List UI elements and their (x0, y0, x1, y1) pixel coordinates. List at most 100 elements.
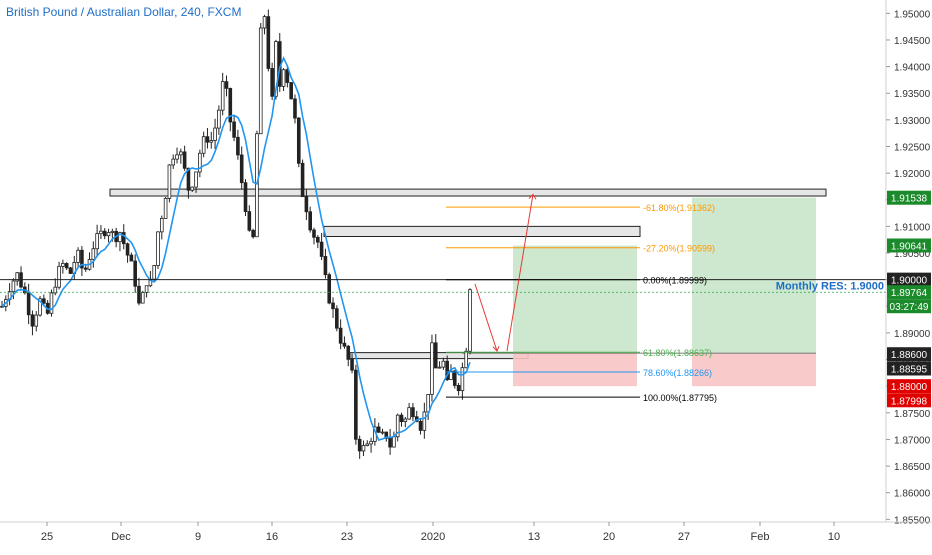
candle (319, 233, 324, 261)
price-tag: 1.90000 (887, 272, 931, 287)
candle-body-down (129, 254, 134, 262)
fib-label: 78.60%(1.88266) (643, 368, 712, 378)
candle (452, 369, 457, 389)
candle-body-up (201, 136, 206, 154)
candle (182, 145, 187, 171)
candle (433, 334, 438, 369)
candle-body-down (121, 232, 126, 245)
candle-body-down (42, 298, 46, 304)
candle (140, 290, 145, 304)
candle-body-down (338, 327, 343, 344)
candle-body-up (99, 230, 103, 235)
price-axis[interactable]: 1.95000 1.94500 1.94000 1.93500 1.93000 1.925… (885, 0, 931, 526)
candle-body-up (255, 133, 259, 238)
price-tag-box (887, 379, 931, 394)
candle (266, 9, 271, 72)
price-tag: 1.89764 (887, 285, 931, 300)
candle-body-down (239, 154, 244, 184)
price-tag: 1.88000 (887, 379, 931, 394)
y-tick-label: 1.86000 (894, 489, 931, 500)
candle-body-up (380, 431, 385, 434)
candle (106, 228, 111, 243)
x-tick-label: 23 (341, 531, 353, 543)
candle (376, 422, 381, 434)
candle-body-down (68, 267, 73, 274)
x-tick-label: 10 (828, 531, 840, 543)
candle (228, 87, 233, 132)
arrow-up-head (528, 193, 537, 200)
candle (209, 131, 214, 149)
candle-body-up (361, 445, 366, 452)
candle-body-down (64, 263, 69, 269)
candle (369, 437, 373, 453)
candle (388, 428, 392, 455)
candle (327, 272, 332, 305)
candle (395, 413, 400, 442)
price-tag-label: 1.88000 (891, 382, 928, 393)
time-axis[interactable]: 25 Dec 9 16 23 2020 13 20 27 Feb 10 (0, 521, 932, 543)
candle (160, 215, 164, 240)
fib-label: 100.00%(1.87795) (643, 393, 717, 403)
candle-body-up (258, 27, 263, 135)
y-tick-label: 1.93500 (894, 89, 931, 100)
candle (80, 246, 84, 277)
candle (304, 189, 309, 220)
y-tick-label: 1.93000 (894, 116, 931, 127)
candle-body-up (395, 414, 400, 438)
x-tick-label: 25 (41, 531, 53, 543)
candle-body-up (262, 16, 267, 29)
candle (186, 167, 191, 199)
candle (296, 117, 301, 168)
candle-body-up (198, 152, 202, 173)
arrow-down-head (492, 346, 500, 352)
candle (167, 164, 172, 203)
candle-body-up (194, 171, 198, 188)
candle-body-up (213, 127, 217, 141)
candle (125, 242, 130, 263)
candle (270, 62, 274, 101)
candle (175, 147, 179, 164)
candle-body-down (182, 151, 187, 169)
candle-body-down (266, 16, 271, 69)
moving-average (1, 56, 471, 441)
long-position-loss (692, 353, 816, 387)
candle-body-up (365, 443, 370, 446)
candle (232, 115, 236, 142)
candle-body-up (449, 370, 453, 381)
candle-body-up (110, 230, 115, 233)
price-tag-box (887, 238, 931, 253)
candle (350, 353, 354, 374)
y-tick-label: 1.86500 (894, 462, 931, 473)
candle-body-up (441, 360, 446, 368)
candle-body-down (243, 182, 248, 212)
y-tick-label: 1.87500 (894, 409, 931, 420)
candle-body-up (209, 140, 214, 143)
x-tick-label: 27 (678, 531, 690, 543)
x-tick-label: 2020 (421, 531, 445, 543)
candle (217, 105, 221, 135)
candle-body-up (437, 366, 442, 369)
arrow-down-path (474, 283, 498, 352)
candle-body-up (392, 436, 396, 448)
candle-body-up (76, 249, 80, 263)
candle (198, 149, 202, 178)
fibonacci-levels: Monthly RES: 1.9000 -61.80%(1.91362) -27.2… (0, 203, 886, 403)
resistance-label: Monthly RES: 1.9000 (776, 281, 884, 293)
candle-body-up (407, 407, 411, 420)
candle (95, 224, 99, 257)
candle (251, 228, 255, 239)
candle-body-down (133, 260, 137, 287)
price-tag-box (887, 361, 931, 376)
candle-body-up (144, 285, 149, 293)
y-tick-label: 1.95000 (894, 9, 931, 20)
chart-title: British Pound / Australian Dollar, 240, … (6, 5, 242, 19)
candle-body-up (167, 164, 172, 199)
candle (87, 252, 92, 271)
candle-body-down (323, 256, 328, 276)
candle (426, 393, 430, 421)
candle-body-up (160, 218, 164, 233)
candle-body-up (464, 350, 468, 369)
candle (422, 402, 427, 439)
